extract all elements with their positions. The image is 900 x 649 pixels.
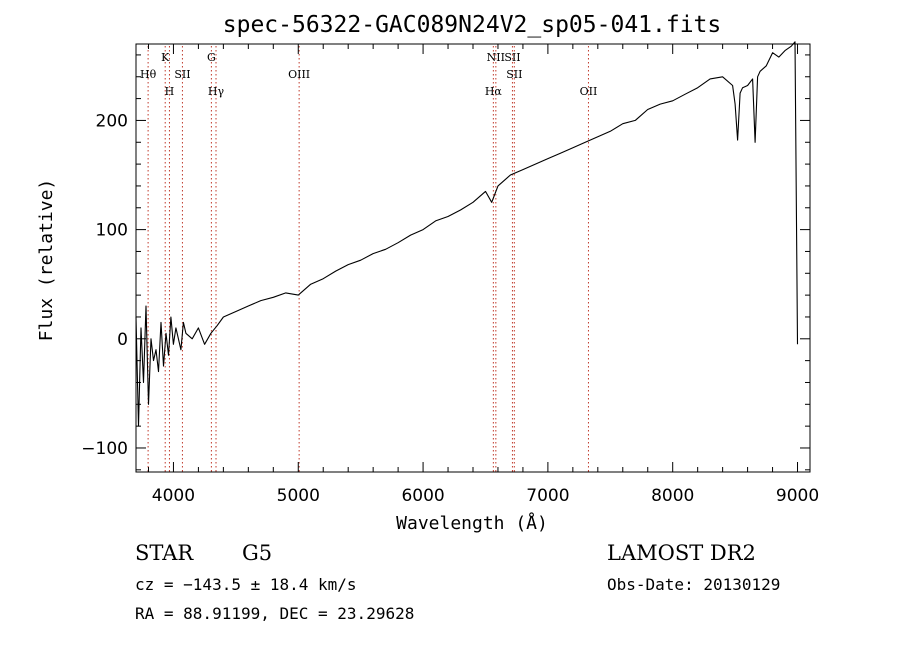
x-axis-label: Wavelength (Å) xyxy=(396,512,548,534)
x-tick-label: 4000 xyxy=(152,486,195,506)
plot-border xyxy=(135,43,811,473)
spectrum-trace xyxy=(135,41,799,427)
spectral-line-label: SII xyxy=(174,68,190,81)
y-tick-label: 0 xyxy=(117,330,128,350)
spectral-line-label: SII xyxy=(504,51,520,64)
spectrum-line xyxy=(135,41,799,427)
spectral-line-label: OII xyxy=(580,85,598,98)
x-axis-ticks: 4000 5000 6000 7000 8000 9000 xyxy=(147,44,819,506)
coordinates: RA = 88.91199, DEC = 23.29628 xyxy=(135,604,414,623)
y-axis-label: Flux (relative) xyxy=(36,179,57,342)
x-tick-label: 7000 xyxy=(526,486,569,506)
spectral-line-label: Hγ xyxy=(208,85,225,98)
observation-date: Obs-Date: 20130129 xyxy=(607,575,780,594)
x-tick-label: 8000 xyxy=(651,486,694,506)
object-subclass: G5 xyxy=(242,541,272,565)
spectral-line-label: SII xyxy=(506,68,522,81)
redshift-velocity: cz = −143.5 ± 18.4 km/s xyxy=(135,575,357,594)
y-tick-label: −100 xyxy=(81,439,128,459)
object-class: STAR xyxy=(135,541,194,565)
y-tick-label: 100 xyxy=(96,221,128,241)
chart-title: spec-56322-GAC089N24V2_sp05-041.fits xyxy=(223,12,722,38)
spectral-line-label: Hθ xyxy=(140,68,157,81)
spectral-line-label: NII xyxy=(487,51,505,64)
y-tick-label: 200 xyxy=(96,111,128,131)
spectral-line-markers xyxy=(147,46,589,472)
spectral-line-label: H xyxy=(165,85,175,98)
survey-name: LAMOST DR2 xyxy=(607,541,756,565)
spectral-line-label: K xyxy=(161,51,170,64)
x-tick-label: 9000 xyxy=(776,486,819,506)
spectral-line-label: Hα xyxy=(485,85,503,98)
y-axis-ticks: −100 0 100 200 xyxy=(81,54,810,471)
plot-frame xyxy=(135,43,811,473)
x-tick-label: 6000 xyxy=(401,486,444,506)
spectral-line-label: OIII xyxy=(288,68,310,81)
x-tick-label: 5000 xyxy=(277,486,320,506)
spectral-line-label: G xyxy=(207,51,216,64)
